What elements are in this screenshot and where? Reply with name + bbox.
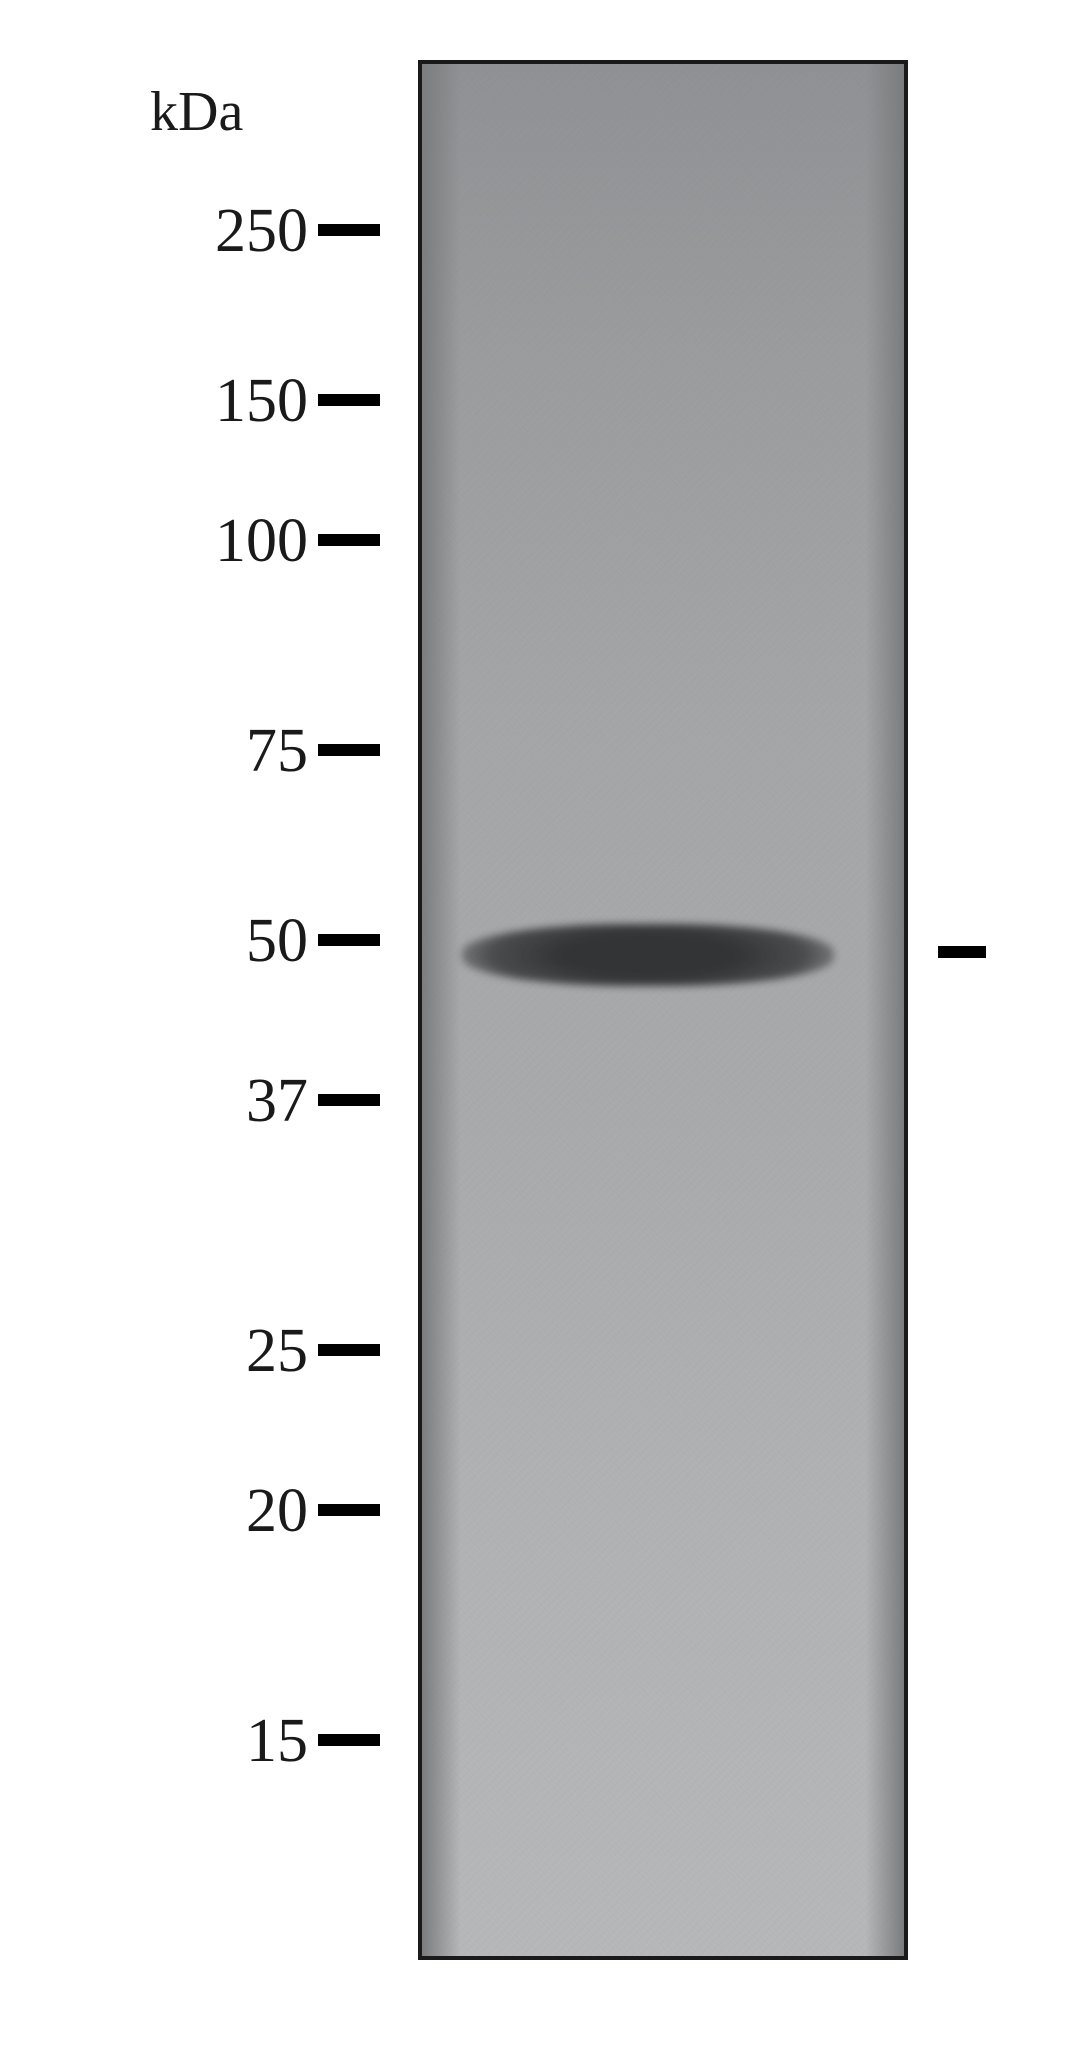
marker-tick-20 — [318, 1504, 380, 1516]
marker-tick-25 — [318, 1344, 380, 1356]
marker-label-75: 75 — [128, 716, 308, 787]
marker-label-150: 150 — [128, 366, 308, 437]
marker-label-250: 250 — [128, 196, 308, 267]
marker-label-25: 25 — [128, 1316, 308, 1387]
marker-label-20: 20 — [128, 1476, 308, 1547]
detected-band-1 — [462, 924, 834, 986]
target-band-indicator — [938, 946, 986, 958]
marker-label-50: 50 — [128, 906, 308, 977]
marker-tick-37 — [318, 1094, 380, 1106]
blot-lane — [418, 60, 908, 1960]
marker-tick-100 — [318, 534, 380, 546]
marker-label-15: 15 — [128, 1706, 308, 1777]
lane-membrane-background — [422, 64, 904, 1956]
marker-tick-50 — [318, 934, 380, 946]
marker-label-100: 100 — [128, 506, 308, 577]
western-blot-figure: kDa 250 150 100 75 50 37 25 20 15 — [50, 60, 1030, 1980]
marker-tick-15 — [318, 1734, 380, 1746]
marker-tick-150 — [318, 394, 380, 406]
marker-label-37: 37 — [128, 1066, 308, 1137]
axis-unit-label: kDa — [150, 80, 243, 144]
marker-tick-75 — [318, 744, 380, 756]
marker-tick-250 — [318, 224, 380, 236]
